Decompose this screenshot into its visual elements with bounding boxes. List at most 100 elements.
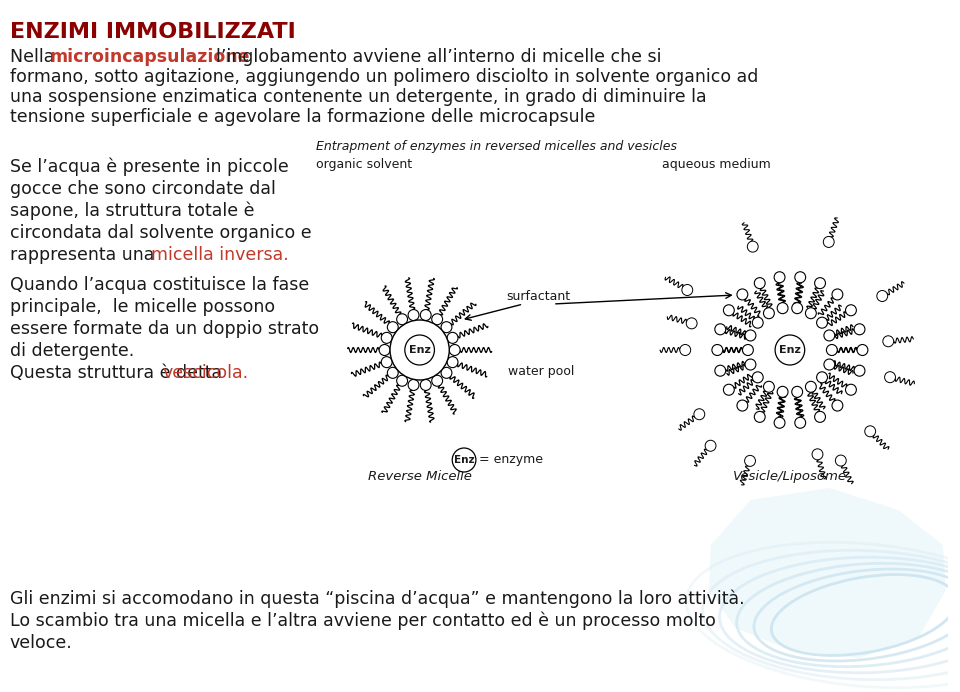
Circle shape [452,448,476,472]
Circle shape [755,411,765,422]
Circle shape [396,375,408,386]
Circle shape [763,381,775,392]
Circle shape [824,330,835,341]
Circle shape [432,375,443,386]
Text: Vesicle/Liposome: Vesicle/Liposome [732,470,847,483]
Circle shape [812,449,823,459]
Text: Enz: Enz [779,345,801,355]
Text: Enz: Enz [409,345,431,355]
Text: essere formate da un doppio strato: essere formate da un doppio strato [10,320,319,338]
Circle shape [792,386,803,397]
Circle shape [715,365,726,376]
Text: surfactant: surfactant [506,290,570,303]
Circle shape [778,386,788,397]
Circle shape [447,332,458,343]
Text: aqueous medium: aqueous medium [661,158,770,171]
Text: formano, sotto agitazione, aggiungendo un polimero disciolto in solvente organic: formano, sotto agitazione, aggiungendo u… [10,68,758,86]
Circle shape [846,384,856,395]
Circle shape [854,324,865,335]
Circle shape [857,345,868,356]
Text: sapone, la struttura totale è: sapone, la struttura totale è [10,202,254,221]
Circle shape [865,426,876,437]
Circle shape [827,345,837,356]
Circle shape [753,317,763,328]
Circle shape [381,332,392,343]
Text: water pool: water pool [509,365,575,378]
Text: Quando l’acqua costituisce la fase: Quando l’acqua costituisce la fase [10,276,309,294]
Circle shape [755,277,765,289]
Circle shape [387,322,398,333]
Circle shape [441,322,452,333]
Circle shape [405,335,435,365]
Circle shape [387,367,398,379]
Circle shape [817,372,828,383]
Circle shape [815,411,826,422]
Circle shape [747,241,758,252]
Circle shape [817,317,828,328]
Text: Gli enzimi si accomodano in questa “piscina d’acqua” e mantengono la loro attivi: Gli enzimi si accomodano in questa “pisc… [10,590,745,608]
Text: Questa struttura è detta: Questa struttura è detta [10,364,228,382]
Text: circondata dal solvente organico e: circondata dal solvente organico e [10,224,311,242]
Text: Se l’acqua è presente in piccole: Se l’acqua è presente in piccole [10,158,289,176]
Text: Lo scambio tra una micella e l’altra avviene per contatto ed è un processo molto: Lo scambio tra una micella e l’altra avv… [10,612,716,630]
Circle shape [396,313,408,325]
Circle shape [775,335,804,365]
Text: vescicola.: vescicola. [163,364,249,382]
Text: micella inversa.: micella inversa. [151,246,289,264]
Circle shape [432,313,443,325]
Circle shape [832,289,843,300]
Text: ENZIMI IMMOBILIZZATI: ENZIMI IMMOBILIZZATI [10,22,296,42]
Circle shape [742,345,754,356]
Circle shape [824,237,834,248]
Circle shape [778,302,788,313]
Text: principale,  le micelle possono: principale, le micelle possono [10,298,275,316]
Circle shape [805,308,816,319]
Text: Reverse Micelle: Reverse Micelle [368,470,471,483]
Circle shape [724,384,734,395]
Circle shape [854,365,865,376]
Circle shape [835,455,846,466]
Circle shape [441,367,452,379]
Circle shape [750,309,829,390]
Circle shape [883,336,894,347]
Circle shape [884,372,896,383]
Circle shape [737,289,748,300]
Circle shape [712,345,723,356]
Text: rappresenta una: rappresenta una [10,246,159,264]
Circle shape [379,345,390,356]
Circle shape [682,284,693,295]
Text: una sospensione enzimatica contenente un detergente, in grado di diminuire la: una sospensione enzimatica contenente un… [10,88,707,106]
Text: Entrapment of enzymes in reversed micelles and vesicles: Entrapment of enzymes in reversed micell… [316,140,677,153]
Text: veloce.: veloce. [10,634,73,652]
Circle shape [745,359,756,370]
Circle shape [824,359,835,370]
Circle shape [737,400,748,411]
Text: Enz: Enz [454,455,474,465]
Text: l’inglobamento avviene all’interno di micelle che si: l’inglobamento avviene all’interno di mi… [205,48,661,66]
Circle shape [715,324,726,335]
Circle shape [832,400,843,411]
Circle shape [694,409,705,420]
Circle shape [795,417,805,428]
Text: di detergente.: di detergente. [10,342,134,360]
Circle shape [774,417,785,428]
Circle shape [815,277,826,289]
Circle shape [795,272,805,283]
Circle shape [753,372,763,383]
Circle shape [449,345,460,356]
Text: organic solvent: organic solvent [316,158,412,171]
Circle shape [381,356,392,367]
Circle shape [447,356,458,367]
Circle shape [420,309,431,320]
Circle shape [390,320,449,380]
Circle shape [763,308,775,319]
Circle shape [706,440,716,451]
Circle shape [805,381,816,392]
Circle shape [745,455,756,466]
Text: = enzyme: = enzyme [479,453,542,466]
Circle shape [420,379,431,390]
Circle shape [680,345,690,356]
Circle shape [408,379,419,390]
Circle shape [792,302,803,313]
Circle shape [408,309,419,320]
